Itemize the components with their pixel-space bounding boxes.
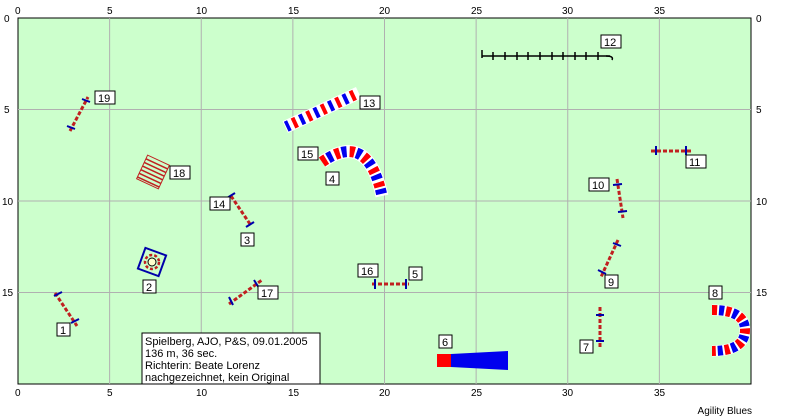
obstacle-5-jump[interactable] bbox=[372, 279, 409, 289]
x-tick: 5 bbox=[107, 6, 113, 17]
label-12: 12 bbox=[600, 34, 622, 49]
svg-text:16: 16 bbox=[361, 266, 373, 278]
svg-text:4: 4 bbox=[329, 174, 335, 186]
course-info-box: Spielberg, AJO, P&S, 09.01.2005 136 m, 3… bbox=[141, 332, 321, 385]
svg-text:10: 10 bbox=[592, 180, 604, 192]
svg-text:14: 14 bbox=[213, 199, 225, 211]
info-distance-time: 136 m, 36 sec. bbox=[145, 348, 217, 360]
x-tick: 35 bbox=[654, 388, 666, 399]
x-tick: 25 bbox=[471, 388, 483, 399]
x-tick: 10 bbox=[196, 388, 208, 399]
label-1: 1 bbox=[56, 322, 71, 337]
x-tick: 35 bbox=[654, 6, 666, 17]
obstacle-19-jump[interactable] bbox=[66, 96, 91, 132]
info-judge: Richterin: Beate Lorenz bbox=[145, 360, 260, 372]
y-axis-right: 0 5 10 15 bbox=[756, 14, 768, 299]
y-tick: 5 bbox=[756, 105, 762, 116]
svg-text:19: 19 bbox=[98, 93, 110, 105]
svg-text:13: 13 bbox=[363, 98, 375, 110]
x-tick: 0 bbox=[15, 388, 21, 399]
svg-text:1: 1 bbox=[60, 325, 66, 337]
label-9: 9 bbox=[604, 274, 619, 289]
label-14: 14 bbox=[209, 196, 231, 211]
y-axis-left: 0 5 10 15 bbox=[2, 14, 14, 299]
label-3: 3 bbox=[240, 232, 255, 247]
y-tick: 15 bbox=[756, 288, 768, 299]
x-tick: 15 bbox=[288, 6, 300, 17]
obstacle-7-jump[interactable] bbox=[596, 307, 604, 348]
x-tick: 10 bbox=[196, 6, 208, 17]
label-4: 4 bbox=[325, 171, 340, 186]
y-tick: 5 bbox=[4, 105, 10, 116]
label-15: 15 bbox=[297, 146, 319, 161]
label-16: 16 bbox=[357, 263, 379, 278]
x-axis-bottom: 0 5 10 15 20 25 30 35 bbox=[15, 388, 666, 399]
x-tick: 15 bbox=[288, 388, 300, 399]
label-6: 6 bbox=[438, 334, 453, 349]
obstacle-13-straight-tunnel[interactable] bbox=[282, 86, 362, 134]
obstacle-18-table[interactable] bbox=[135, 154, 171, 190]
obstacle-12-weave-poles[interactable] bbox=[481, 50, 614, 61]
y-tick: 10 bbox=[756, 197, 768, 208]
obstacle-8-curved-tunnel[interactable] bbox=[711, 304, 751, 357]
label-7: 7 bbox=[579, 339, 594, 354]
obstacle-10-jump[interactable] bbox=[612, 178, 628, 219]
svg-text:11: 11 bbox=[689, 157, 700, 169]
x-tick: 5 bbox=[107, 388, 113, 399]
svg-text:18: 18 bbox=[173, 168, 185, 180]
svg-text:7: 7 bbox=[583, 342, 589, 354]
label-8: 8 bbox=[708, 285, 723, 300]
x-tick: 30 bbox=[562, 6, 574, 17]
svg-text:5: 5 bbox=[412, 269, 418, 281]
svg-text:12: 12 bbox=[604, 37, 616, 49]
svg-text:8: 8 bbox=[712, 288, 718, 300]
x-axis-top: 0 5 10 15 20 25 30 35 bbox=[15, 6, 666, 17]
y-tick: 10 bbox=[2, 197, 14, 208]
y-tick: 15 bbox=[2, 288, 14, 299]
obstacle-1-jump[interactable] bbox=[53, 291, 80, 327]
brand-label: Agility Blues bbox=[697, 406, 752, 417]
label-19: 19 bbox=[94, 90, 116, 105]
grid bbox=[18, 18, 751, 384]
svg-text:6: 6 bbox=[442, 337, 448, 349]
info-event: Spielberg, AJO, P&S, 09.01.2005 bbox=[145, 336, 308, 348]
info-note: nachgezeichnet, kein Original bbox=[145, 372, 289, 384]
y-tick: 0 bbox=[756, 14, 762, 25]
svg-text:15: 15 bbox=[301, 149, 313, 161]
label-10: 10 bbox=[588, 177, 610, 192]
label-17: 17 bbox=[257, 285, 279, 300]
x-tick: 20 bbox=[379, 6, 391, 17]
svg-text:17: 17 bbox=[261, 288, 273, 300]
label-18: 18 bbox=[169, 165, 191, 180]
x-tick: 0 bbox=[15, 6, 21, 17]
x-tick: 25 bbox=[471, 6, 483, 17]
label-13: 13 bbox=[359, 95, 381, 110]
x-tick: 20 bbox=[379, 388, 391, 399]
obstacle-11-jump[interactable] bbox=[651, 146, 692, 155]
svg-text:3: 3 bbox=[244, 235, 250, 247]
obstacle-6-chute[interactable] bbox=[437, 351, 508, 370]
x-tick: 30 bbox=[562, 388, 574, 399]
label-5: 5 bbox=[408, 266, 423, 281]
y-tick: 0 bbox=[4, 14, 10, 25]
svg-text:9: 9 bbox=[608, 277, 614, 289]
label-2: 2 bbox=[142, 279, 157, 294]
obstacle-4-curved-tunnel[interactable] bbox=[318, 145, 389, 198]
label-11: 11 bbox=[685, 154, 707, 169]
obstacle-9-jump[interactable] bbox=[597, 239, 622, 278]
svg-text:2: 2 bbox=[146, 282, 152, 294]
obstacle-2-tire[interactable] bbox=[136, 246, 168, 278]
